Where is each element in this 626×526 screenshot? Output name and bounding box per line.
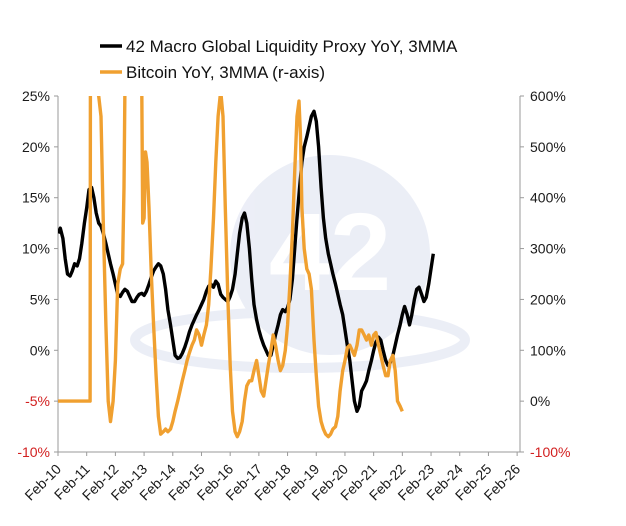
left-tick-label: 0% [30,342,50,358]
legend: 42 Macro Global Liquidity Proxy YoY, 3MM… [100,37,458,82]
left-tick-label: -5% [25,393,50,409]
right-tick-label: 0% [530,393,550,409]
x-axis-ticks: Feb-10Feb-11Feb-12Feb-13Feb-14Feb-15Feb-… [21,452,523,503]
legend-label-liquidity-proxy: 42 Macro Global Liquidity Proxy YoY, 3MM… [126,37,458,56]
left-tick-label: 10% [22,241,50,257]
right-tick-label: 300% [530,241,566,257]
right-tick-label: 600% [530,88,566,104]
series-line-liquidity-proxy [58,109,435,413]
svg-text:42: 42 [269,191,391,314]
left-tick-label: 25% [22,88,50,104]
left-tick-label: -10% [17,444,50,460]
right-tick-label: 500% [530,139,566,155]
left-axis-ticks: 25% 20% 15% 10% 5% 0% -5% -10% [17,88,58,460]
series-line-bitcoin [58,96,404,439]
right-axis-ticks: 600% 500% 400% 300% 200% 100% 0% -100% [520,88,570,460]
left-tick-label: 5% [30,291,50,307]
legend-label-bitcoin: Bitcoin YoY, 3MMA (r-axis) [126,63,325,82]
left-tick-label: 15% [22,190,50,206]
left-tick-label: 20% [22,139,50,155]
right-tick-label: 100% [530,342,566,358]
right-tick-label: -100% [530,444,570,460]
right-tick-label: 400% [530,190,566,206]
right-tick-label: 200% [530,291,566,307]
